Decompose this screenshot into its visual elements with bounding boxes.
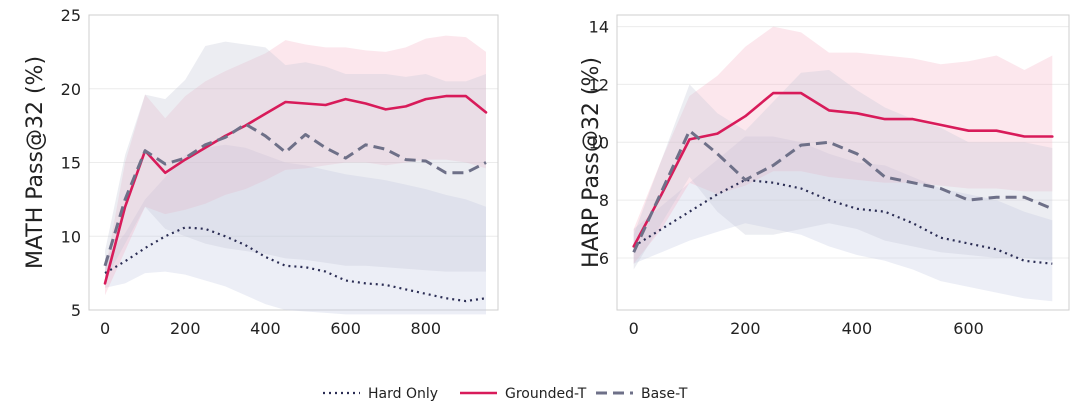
x-tick-label: 600: [330, 319, 361, 338]
series-line-grounded-t: [103, 94, 488, 285]
x-tick-label: 0: [629, 319, 639, 338]
series-line-hard-only: [104, 226, 487, 303]
y-tick-label: 14: [589, 18, 609, 37]
band-hard-only: [105, 144, 486, 315]
y-tick-label: 25: [61, 6, 81, 25]
plot-frame: [616, 14, 1070, 311]
series-line-grounded-t: [632, 91, 1054, 248]
x-tick-label: 800: [411, 319, 442, 338]
y-tick-label: 10: [589, 133, 609, 152]
y-axis-label: MATH Pass@32 (%): [23, 56, 48, 269]
x-tick-label: 200: [730, 319, 761, 338]
harp-pass32-chart: 6 8 10 12 14 0 200 400 600 HARP Pass@32 (%): [579, 14, 1070, 338]
y-tick-label: 10: [61, 227, 81, 246]
band-base-t: [105, 41, 486, 281]
y-tick-label: 8: [599, 191, 609, 210]
y-tick-label: 5: [71, 301, 81, 320]
x-tick-label: 400: [842, 319, 873, 338]
y-tick-label: 15: [61, 154, 81, 173]
legend-label-hard-only: Hard Only: [368, 386, 438, 402]
series-line-base-t: [632, 129, 1053, 253]
legend: Hard Only Grounded-T Base-T: [323, 386, 688, 402]
band-base-t: [633, 70, 1053, 270]
math-pass32-chart: 5 10 15 20 25 0 200 400 600 800 MATH Pass@32 (%): [23, 6, 499, 338]
series-line-hard-only: [633, 178, 1053, 265]
series-line-base-t: [103, 122, 487, 267]
y-tick-label: 12: [589, 75, 609, 94]
x-tick-label: 0: [100, 319, 110, 338]
x-tick-label: 400: [250, 319, 281, 338]
band-grounded-t: [105, 35, 486, 296]
legend-label-base-t: Base-T: [641, 386, 688, 402]
x-tick-label: 600: [953, 319, 984, 338]
y-tick-label: 20: [61, 80, 81, 99]
legend-label-grounded-t: Grounded-T: [505, 386, 587, 402]
plot-frame: [88, 14, 499, 311]
band-hard-only: [633, 136, 1053, 302]
y-axis-label: HARP Pass@32 (%): [579, 57, 604, 268]
x-tick-label: 200: [170, 319, 201, 338]
y-tick-label: 6: [599, 249, 609, 268]
band-grounded-t: [633, 26, 1053, 264]
